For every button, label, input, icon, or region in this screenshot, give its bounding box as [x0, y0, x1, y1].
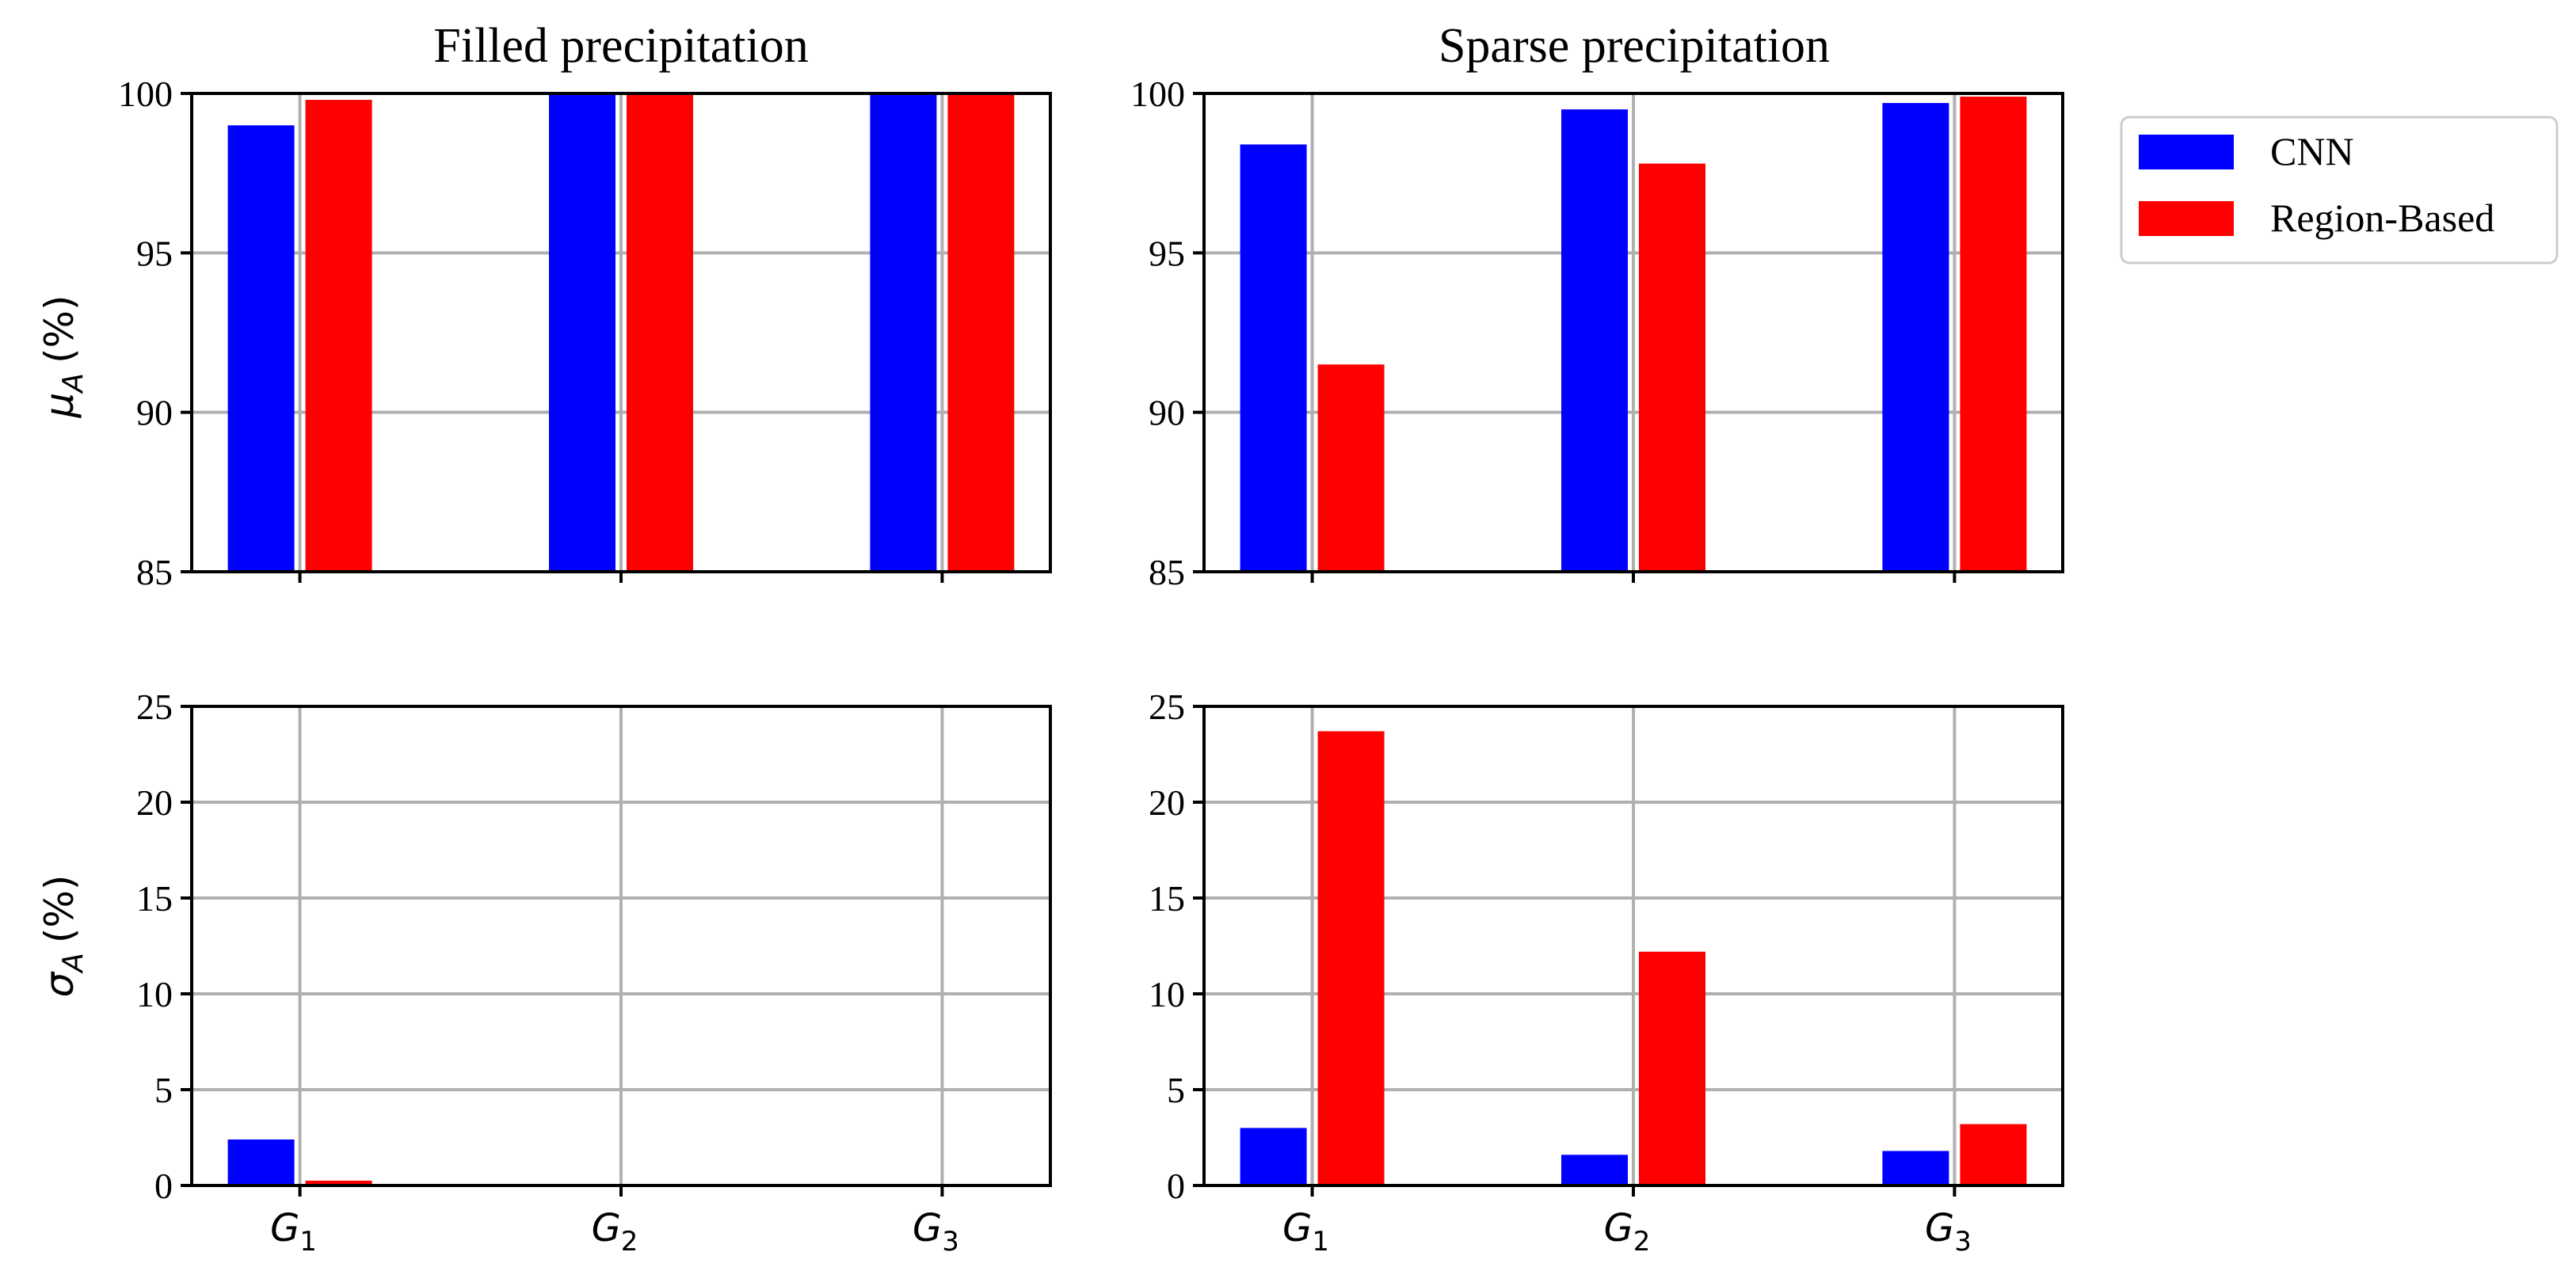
legend-swatch-region-based	[2139, 201, 2234, 236]
bar-cnn-g3	[870, 95, 937, 573]
y-tick-label: 100	[1130, 74, 1185, 114]
ylabel-std-symbol: σ	[36, 971, 82, 997]
y-tick-label: 90	[1149, 393, 1185, 433]
y-tick-label: 85	[1149, 552, 1185, 592]
y-tick-label: 5	[1167, 1070, 1185, 1110]
legend-label-cnn: CNN	[2270, 129, 2354, 173]
legend-swatch-cnn	[2139, 135, 2234, 169]
bar-cnn-g1	[1240, 1128, 1307, 1185]
x-tick-label-g2: G2	[1604, 1206, 1651, 1258]
y-tick-label: 15	[136, 878, 173, 919]
panel-top-right: 85 90 95 100	[1130, 74, 2064, 592]
bar-region-based-g1	[1317, 731, 1385, 1185]
y-tick-label: 10	[136, 974, 173, 1014]
ylabel-mean-unit: (%)	[36, 295, 82, 364]
y-tick-label: 15	[1149, 878, 1185, 919]
y-tick-label: 10	[1149, 974, 1185, 1014]
bar-region-based-g2	[627, 95, 693, 573]
bar-cnn-g2	[549, 95, 615, 573]
ylabel-mean-sub: A	[57, 373, 90, 394]
y-tick-label: 95	[1149, 233, 1185, 273]
bar-region-based-g3	[947, 95, 1015, 573]
panel-title-filled: Filled precipitation	[433, 19, 809, 73]
y-tick-label: 0	[154, 1166, 173, 1206]
legend-label-region-based: Region-Based	[2270, 196, 2494, 240]
legend: CNN Region-Based	[2120, 116, 2559, 264]
bar-region-based-g1	[1317, 364, 1385, 572]
ylabel-std: σA (%)	[36, 875, 90, 998]
ylabel-std-sub: A	[57, 953, 90, 974]
bar-cnn-g1	[227, 125, 295, 572]
bar-cnn-g2	[1561, 1155, 1628, 1185]
panel-bottom-left: 0 5 10 15 20 25 G1 G2 G3	[136, 687, 1052, 1258]
x-tick-label-g3: G3	[1925, 1206, 1972, 1258]
y-tick-label: 25	[136, 687, 173, 727]
bar-region-based-g3	[1960, 1124, 2027, 1185]
bar-cnn-g1	[1240, 144, 1307, 573]
x-tick-label-g3: G3	[913, 1206, 959, 1258]
y-tick-label: 85	[136, 552, 173, 592]
y-tick-label: 0	[1167, 1166, 1185, 1206]
ylabel-mean-symbol: μ	[36, 393, 82, 419]
bar-region-based-g1	[305, 100, 372, 572]
x-tick-label-g2: G2	[592, 1206, 638, 1258]
y-tick-label: 100	[118, 74, 173, 114]
y-tick-label: 25	[1149, 687, 1185, 727]
bar-cnn-g3	[1882, 103, 1949, 572]
bar-cnn-g2	[1561, 109, 1628, 573]
bar-region-based-g1	[305, 1180, 372, 1185]
bar-region-based-g3	[1960, 97, 2027, 572]
y-tick-label: 5	[154, 1070, 173, 1110]
x-tick-label-g1: G1	[1282, 1206, 1329, 1258]
y-tick-label: 95	[136, 233, 173, 273]
ylabel-mean: μA (%)	[36, 295, 90, 419]
y-tick-label: 20	[1149, 782, 1185, 823]
bar-region-based-g2	[1639, 951, 1705, 1185]
bar-cnn-g1	[227, 1139, 295, 1185]
panel-top-left: 85 90 95 100	[118, 74, 1052, 592]
panel-bottom-right: 0 5 10 15 20 25 G1 G2 G3	[1149, 687, 2064, 1258]
y-tick-label: 20	[136, 782, 173, 823]
bar-region-based-g2	[1639, 163, 1705, 572]
bar-cnn-g3	[1882, 1151, 1949, 1185]
x-tick-label-g1: G1	[270, 1206, 317, 1258]
panel-title-sparse: Sparse precipitation	[1439, 19, 1830, 73]
ylabel-std-unit: (%)	[36, 875, 82, 944]
y-tick-label: 90	[136, 393, 173, 433]
